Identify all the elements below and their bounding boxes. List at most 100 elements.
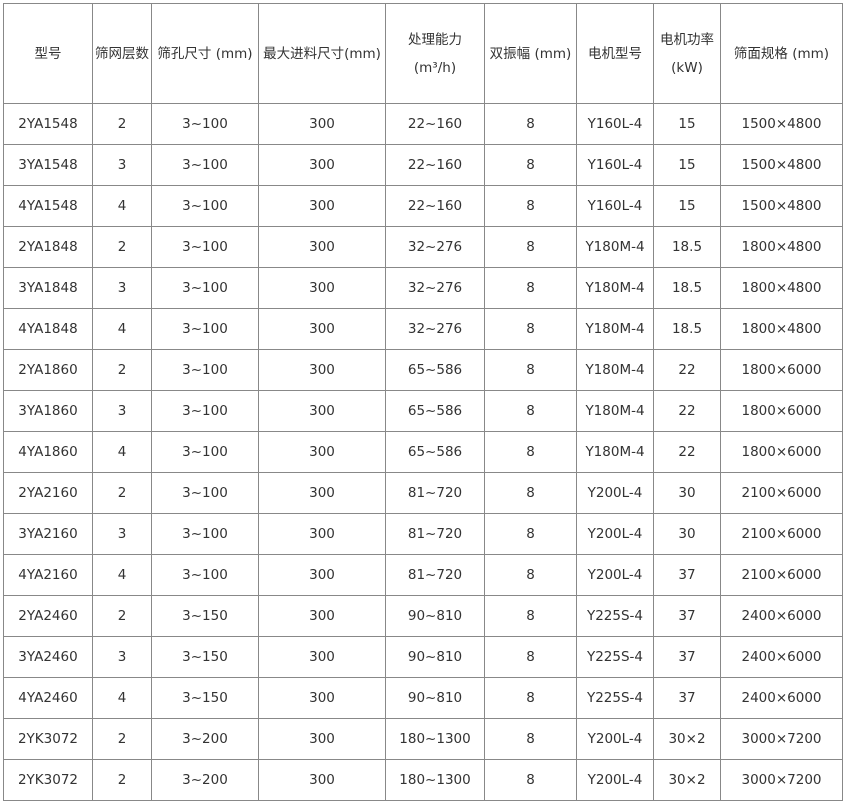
table-cell: 8 xyxy=(484,144,577,186)
table-cell: 22 xyxy=(653,431,721,473)
table-cell: 3YA1848 xyxy=(3,267,93,309)
table-cell: 300 xyxy=(258,103,386,145)
table-cell: 4YA1848 xyxy=(3,308,93,350)
table-cell: 300 xyxy=(258,308,386,350)
table-cell: 4YA1860 xyxy=(3,431,93,473)
table-row: 3YA1848 3 3~100 300 32~276 8 Y180M-4 18.5 1800×4… xyxy=(3,267,843,309)
table-cell: 3~100 xyxy=(151,349,259,391)
table-cell: 3 xyxy=(92,267,152,309)
table-cell: 15 xyxy=(653,103,721,145)
table-cell: 8 xyxy=(484,185,577,227)
table-cell: 2YA1860 xyxy=(3,349,93,391)
table-cell: 65~586 xyxy=(385,390,485,432)
table-cell: 3~100 xyxy=(151,185,259,227)
table-cell: 8 xyxy=(484,595,577,637)
table-cell: 8 xyxy=(484,677,577,719)
table-cell: 3~100 xyxy=(151,103,259,145)
table-cell: 2YK3072 xyxy=(3,759,93,801)
table-cell: 4 xyxy=(92,677,152,719)
table-cell: 65~586 xyxy=(385,431,485,473)
table-cell: 300 xyxy=(258,431,386,473)
table-row: 2YK3072 2 3~200 300 180~1300 8 Y200L-4 30×2 3000… xyxy=(3,718,843,760)
table-cell: 3YA2460 xyxy=(3,636,93,678)
table-cell: 30×2 xyxy=(653,759,721,801)
table-cell: 300 xyxy=(258,677,386,719)
table-cell: Y180M-4 xyxy=(576,349,654,391)
table-cell: 8 xyxy=(484,472,577,514)
table-cell: 3~100 xyxy=(151,308,259,350)
table-cell: 8 xyxy=(484,267,577,309)
table-row: 3YA2160 3 3~100 300 81~720 8 Y200L-4 30 2100×600… xyxy=(3,513,843,555)
table-cell: 90~810 xyxy=(385,636,485,678)
table-cell: 15 xyxy=(653,185,721,227)
table-cell: 8 xyxy=(484,554,577,596)
table-cell: 300 xyxy=(258,390,386,432)
table-cell: 2100×6000 xyxy=(720,513,843,555)
column-header: 型号 xyxy=(3,3,93,104)
header-text: (kW) xyxy=(671,59,703,76)
table-cell: 32~276 xyxy=(385,226,485,268)
table-cell: 300 xyxy=(258,472,386,514)
header-text: 筛网层数 xyxy=(95,45,149,62)
table-cell: 81~720 xyxy=(385,513,485,555)
table-cell: 2 xyxy=(92,103,152,145)
table-cell: 30 xyxy=(653,513,721,555)
header-text: 电机型号 xyxy=(588,45,642,62)
table-cell: 1500×4800 xyxy=(720,185,843,227)
table-cell: 3~100 xyxy=(151,267,259,309)
table-cell: 2400×6000 xyxy=(720,595,843,637)
header-text: 最大进料尺寸(mm) xyxy=(263,45,381,62)
table-cell: 8 xyxy=(484,759,577,801)
table-cell: 37 xyxy=(653,554,721,596)
table-cell: 8 xyxy=(484,718,577,760)
table-row: 2YA1860 2 3~100 300 65~586 8 Y180M-4 22 1800×600… xyxy=(3,349,843,391)
table-cell: 8 xyxy=(484,349,577,391)
table-cell: 90~810 xyxy=(385,595,485,637)
table-cell: 90~810 xyxy=(385,677,485,719)
table-cell: 8 xyxy=(484,390,577,432)
table-cell: 4 xyxy=(92,185,152,227)
table-row: 3YA1548 3 3~100 300 22~160 8 Y160L-4 15 1500×480… xyxy=(3,144,843,186)
table-cell: 15 xyxy=(653,144,721,186)
table-cell: 3~150 xyxy=(151,636,259,678)
header-text: 筛面规格 (mm) xyxy=(733,45,830,62)
table-cell: 18.5 xyxy=(653,226,721,268)
table-cell: 18.5 xyxy=(653,308,721,350)
table-cell: 37 xyxy=(653,595,721,637)
column-header: 最大进料尺寸(mm) xyxy=(258,3,386,104)
column-header: 电机功率 (kW) xyxy=(653,3,721,104)
table-cell: 180~1300 xyxy=(385,759,485,801)
header-text: 处理能力 xyxy=(408,31,462,48)
table-cell: 2400×6000 xyxy=(720,636,843,678)
table-cell: 3~100 xyxy=(151,472,259,514)
table-cell: 81~720 xyxy=(385,472,485,514)
column-header: 双振幅 (mm) xyxy=(484,3,577,104)
table-cell: 300 xyxy=(258,185,386,227)
table-cell: Y180M-4 xyxy=(576,226,654,268)
table-row: 2YK3072 2 3~200 300 180~1300 8 Y200L-4 30×2 3000… xyxy=(3,759,843,801)
header-text: 双振幅 (mm) xyxy=(489,45,572,62)
table-cell: 300 xyxy=(258,554,386,596)
table-cell: 1800×6000 xyxy=(720,431,843,473)
table-cell: 4 xyxy=(92,554,152,596)
table-cell: 30 xyxy=(653,472,721,514)
table-cell: 1800×6000 xyxy=(720,390,843,432)
table-cell: 4YA1548 xyxy=(3,185,93,227)
table-row: 4YA1860 4 3~100 300 65~586 8 Y180M-4 22 1800×600… xyxy=(3,431,843,473)
table-cell: 3YA1548 xyxy=(3,144,93,186)
table-cell: 2 xyxy=(92,472,152,514)
table-cell: 2100×6000 xyxy=(720,472,843,514)
table-cell: 1500×4800 xyxy=(720,144,843,186)
table-cell: 300 xyxy=(258,226,386,268)
table-cell: 4YA2460 xyxy=(3,677,93,719)
table-row: 2YA2160 2 3~100 300 81~720 8 Y200L-4 30 2100×600… xyxy=(3,472,843,514)
table-row: 2YA1848 2 3~100 300 32~276 8 Y180M-4 18.5 1800×4… xyxy=(3,226,843,268)
table-cell: 2YK3072 xyxy=(3,718,93,760)
table-cell: 4YA2160 xyxy=(3,554,93,596)
table-cell: 8 xyxy=(484,513,577,555)
table-cell: 1800×4800 xyxy=(720,308,843,350)
table-cell: 300 xyxy=(258,349,386,391)
table-cell: Y160L-4 xyxy=(576,144,654,186)
table-cell: 2400×6000 xyxy=(720,677,843,719)
table-cell: 300 xyxy=(258,718,386,760)
